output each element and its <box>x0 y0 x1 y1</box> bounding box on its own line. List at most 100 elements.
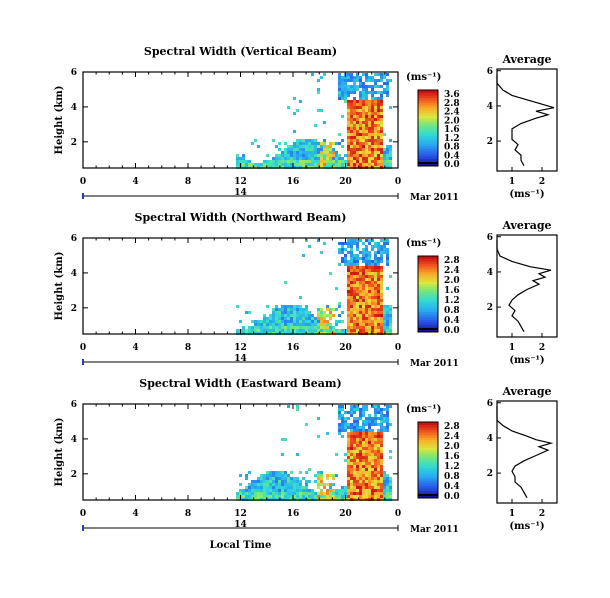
heatmap-cell <box>380 281 383 284</box>
heatmap-cell <box>296 320 299 323</box>
heatmap-cell <box>239 320 242 323</box>
heatmap-cell <box>380 314 383 317</box>
heatmap-cell <box>236 495 239 498</box>
heatmap-cell <box>365 326 368 329</box>
heatmap-cell <box>287 326 290 329</box>
heatmap-cell <box>377 432 380 435</box>
heatmap-cell <box>374 91 377 94</box>
heatmap-cell <box>362 423 365 426</box>
heatmap-cell <box>368 305 371 308</box>
heatmap-cell <box>302 145 305 148</box>
heatmap-cell <box>317 151 320 154</box>
heatmap-cell <box>353 305 356 308</box>
heatmap-cell <box>377 272 380 275</box>
profile-y-tick-label: 2 <box>487 137 493 147</box>
profile-frame <box>496 400 558 504</box>
heatmap-cell <box>302 314 305 317</box>
heatmap-cell <box>359 471 362 474</box>
colorbar-segment <box>418 90 438 94</box>
heatmap-cell <box>296 486 299 489</box>
heatmap-cell <box>356 489 359 492</box>
colorbar-tick-label: 1.2 <box>444 462 460 472</box>
heatmap-cell <box>383 320 386 323</box>
colorbar-segment <box>418 472 438 476</box>
heatmap-cell <box>371 112 374 115</box>
heatmap-cell <box>365 251 368 254</box>
panel-2: Spectral Width (Northward Beam)0 4 8 12 16 20… <box>54 211 558 369</box>
heatmap-cell <box>377 163 380 166</box>
heatmap-cell <box>380 293 383 296</box>
heatmap-cell <box>254 483 257 486</box>
heatmap-cell <box>347 423 350 426</box>
heatmap-cell <box>377 79 380 82</box>
heatmap-cell <box>359 133 362 136</box>
heatmap-cell <box>341 320 344 323</box>
heatmap-cell <box>347 299 350 302</box>
heatmap-cell <box>287 486 290 489</box>
colorbar-tick-label: 1.2 <box>444 296 460 306</box>
heatmap-cell <box>365 296 368 299</box>
heatmap-cell <box>263 326 266 329</box>
heatmap-cell <box>341 145 344 148</box>
heatmap-cell <box>338 492 341 495</box>
heatmap-cell <box>359 426 362 429</box>
heatmap-cell <box>341 420 344 423</box>
heatmap-cell <box>287 317 290 320</box>
heatmap-cell <box>287 329 290 332</box>
colorbar-segment <box>418 449 438 453</box>
heatmap-cell <box>365 103 368 106</box>
heatmap-cell <box>338 263 341 266</box>
heatmap-cell <box>362 269 365 272</box>
heatmap-cell <box>338 489 341 492</box>
heatmap-cell <box>332 489 335 492</box>
heatmap-cell <box>323 326 326 329</box>
heatmap-cell <box>338 79 341 82</box>
colorbar-segment <box>418 470 438 474</box>
heatmap-cell <box>302 320 305 323</box>
heatmap-cell <box>371 480 374 483</box>
heatmap-cell <box>245 486 248 489</box>
heatmap-cell <box>368 459 371 462</box>
heatmap-cell <box>329 326 332 329</box>
heatmap-cell <box>344 91 347 94</box>
heatmap-cell <box>260 489 263 492</box>
heatmap-cell <box>359 115 362 118</box>
colorbar-segment <box>418 150 438 154</box>
heatmap-cell <box>314 154 317 157</box>
heatmap-cell <box>347 492 350 495</box>
heatmap-cell <box>356 136 359 139</box>
heatmap-cell <box>377 73 380 76</box>
heatmap-cell <box>377 477 380 480</box>
heatmap-cell <box>245 489 248 492</box>
heatmap-cell <box>302 323 305 326</box>
heatmap-cell <box>338 91 341 94</box>
heatmap-cell <box>371 269 374 272</box>
heatmap-cell <box>335 474 338 477</box>
heatmap-cell <box>380 85 383 88</box>
heatmap-cell <box>353 420 356 423</box>
heatmap-cell <box>353 242 356 245</box>
heatmap-cell <box>251 320 254 323</box>
heatmap-cell <box>335 160 338 163</box>
heatmap-cell <box>248 311 251 314</box>
x-tick-label: 0 <box>395 509 401 519</box>
heatmap-cell <box>338 251 341 254</box>
heatmap-cell <box>371 103 374 106</box>
heatmap-cell <box>362 317 365 320</box>
heatmap-cell <box>362 420 365 423</box>
heatmap-cell <box>290 314 293 317</box>
heatmap-cell <box>377 121 380 124</box>
heatmap-cell <box>365 85 368 88</box>
heatmap-cell <box>386 417 389 420</box>
heatmap-cell <box>389 495 392 498</box>
heatmap-cell <box>359 118 362 121</box>
heatmap-cell <box>353 462 356 465</box>
heatmap-cell <box>371 260 374 263</box>
heatmap-cell <box>380 468 383 471</box>
colorbar-tick-label: 1.6 <box>444 125 460 135</box>
heatmap-cell <box>371 281 374 284</box>
heatmap-cell <box>371 489 374 492</box>
heatmap-cell <box>284 323 287 326</box>
heatmap-cell <box>248 163 251 166</box>
heatmap-cell <box>311 160 314 163</box>
